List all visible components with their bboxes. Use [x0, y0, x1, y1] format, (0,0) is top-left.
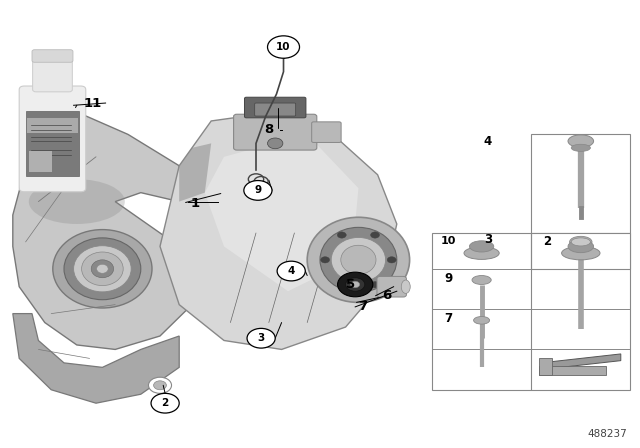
FancyBboxPatch shape	[244, 97, 306, 118]
Circle shape	[268, 36, 300, 58]
Circle shape	[277, 261, 305, 281]
Ellipse shape	[97, 264, 108, 273]
Polygon shape	[13, 112, 192, 349]
Polygon shape	[205, 134, 358, 291]
Ellipse shape	[74, 246, 131, 292]
Ellipse shape	[572, 244, 590, 251]
FancyBboxPatch shape	[377, 276, 406, 297]
Text: 3: 3	[257, 333, 265, 343]
Bar	[432, 233, 630, 390]
Bar	[539, 358, 552, 375]
Ellipse shape	[332, 237, 385, 282]
Ellipse shape	[341, 246, 376, 274]
FancyBboxPatch shape	[29, 151, 52, 172]
Text: 2: 2	[161, 398, 169, 408]
Text: 1: 1	[191, 197, 200, 211]
Ellipse shape	[346, 278, 365, 291]
Text: 6: 6	[383, 289, 392, 302]
Ellipse shape	[351, 281, 360, 288]
Ellipse shape	[53, 229, 152, 308]
Text: 5: 5	[346, 278, 355, 291]
Circle shape	[337, 281, 346, 288]
Text: 9: 9	[254, 185, 262, 195]
Bar	[539, 366, 606, 375]
Circle shape	[148, 377, 172, 393]
Ellipse shape	[562, 246, 600, 260]
Polygon shape	[160, 112, 397, 349]
Circle shape	[387, 257, 396, 263]
Ellipse shape	[278, 43, 289, 51]
Polygon shape	[13, 314, 179, 403]
Ellipse shape	[470, 241, 494, 252]
FancyBboxPatch shape	[19, 86, 86, 192]
Circle shape	[247, 328, 275, 348]
Circle shape	[371, 232, 380, 238]
FancyBboxPatch shape	[27, 118, 78, 133]
Ellipse shape	[570, 237, 592, 247]
Bar	[531, 134, 630, 233]
Ellipse shape	[568, 135, 594, 147]
Circle shape	[289, 271, 302, 280]
FancyBboxPatch shape	[234, 114, 317, 150]
Text: 10: 10	[440, 236, 456, 246]
Text: 3: 3	[484, 233, 492, 246]
Text: 10: 10	[276, 42, 291, 52]
Text: 2: 2	[543, 234, 551, 248]
Ellipse shape	[572, 144, 591, 151]
Ellipse shape	[572, 238, 591, 246]
Circle shape	[337, 232, 346, 238]
Polygon shape	[179, 143, 211, 202]
Circle shape	[154, 381, 166, 390]
Ellipse shape	[338, 272, 373, 297]
Text: 4: 4	[484, 134, 492, 148]
Text: 4: 4	[287, 266, 295, 276]
Ellipse shape	[464, 247, 499, 259]
Text: 7: 7	[444, 311, 452, 325]
Ellipse shape	[307, 217, 410, 302]
Ellipse shape	[82, 252, 123, 286]
Circle shape	[151, 393, 179, 413]
Ellipse shape	[568, 240, 594, 253]
Bar	[531, 233, 630, 269]
Ellipse shape	[92, 260, 114, 278]
Ellipse shape	[320, 227, 397, 293]
FancyBboxPatch shape	[26, 111, 79, 176]
Circle shape	[321, 257, 330, 263]
Circle shape	[244, 181, 272, 200]
FancyBboxPatch shape	[255, 103, 296, 116]
Text: 11: 11	[84, 96, 102, 110]
Text: 9: 9	[444, 272, 452, 285]
Circle shape	[268, 138, 283, 149]
Polygon shape	[541, 354, 621, 370]
FancyBboxPatch shape	[312, 122, 341, 142]
Ellipse shape	[474, 316, 490, 324]
Text: 7: 7	[358, 300, 367, 314]
Text: 488237: 488237	[588, 429, 627, 439]
Ellipse shape	[29, 179, 125, 224]
FancyBboxPatch shape	[33, 58, 72, 92]
Ellipse shape	[472, 276, 492, 284]
Text: 8: 8	[264, 123, 273, 137]
Ellipse shape	[64, 238, 141, 300]
Circle shape	[371, 281, 380, 288]
FancyBboxPatch shape	[32, 50, 73, 62]
Ellipse shape	[401, 280, 410, 293]
